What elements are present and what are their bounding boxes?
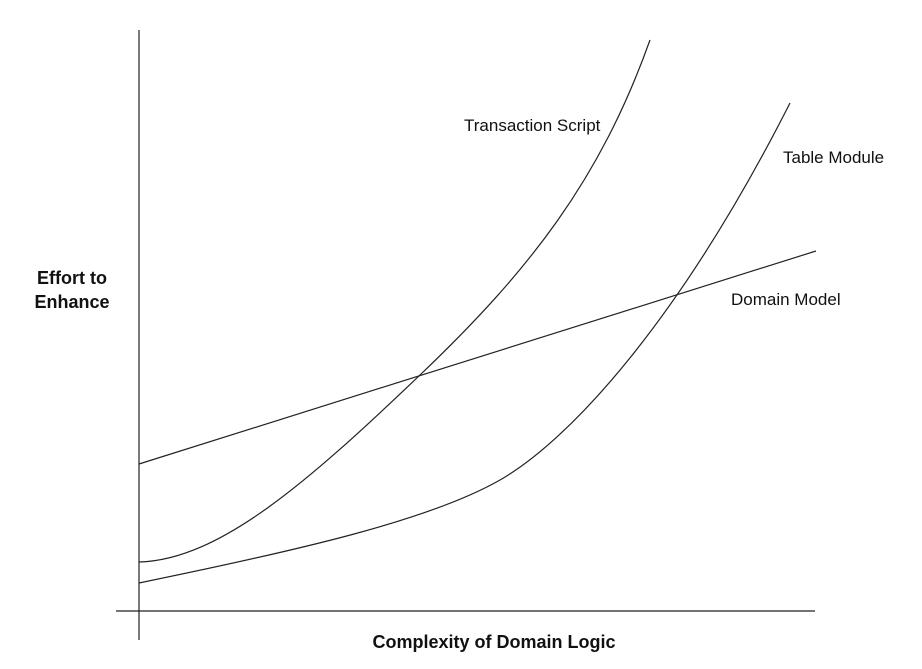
domain-model-line <box>138 250 817 465</box>
curve-label: Table Module <box>783 148 885 167</box>
y-axis-label: Effort to Enhance <box>34 268 110 312</box>
table-module-curve <box>138 102 791 584</box>
curve-label: Transaction Script <box>464 116 601 135</box>
transaction-script-curve <box>138 39 651 563</box>
curve-label: Domain Model <box>731 290 841 309</box>
x-axis-label: Complexity of Domain Logic <box>372 632 616 652</box>
